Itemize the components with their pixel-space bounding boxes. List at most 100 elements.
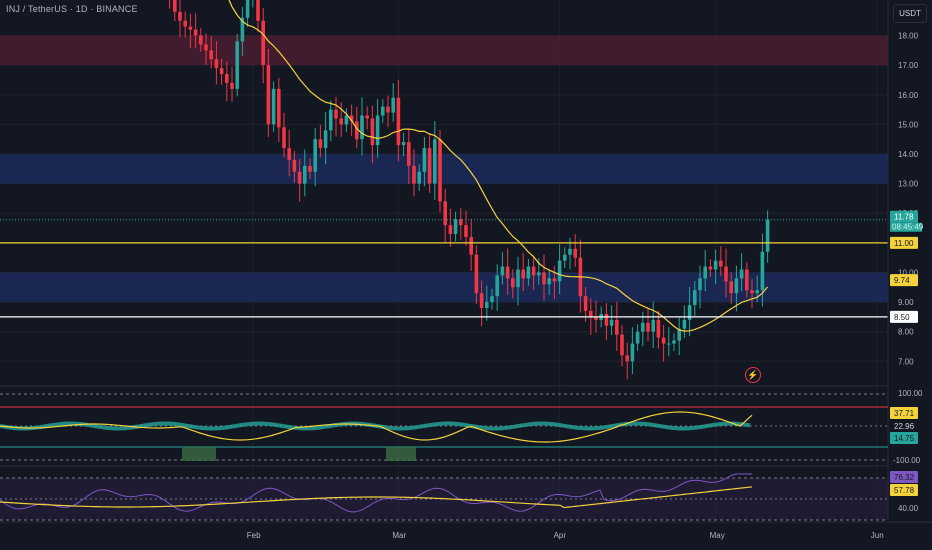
candle-body xyxy=(511,278,515,288)
candle-body xyxy=(594,316,598,320)
candle-body xyxy=(687,305,692,320)
last-price-tag-bg xyxy=(890,210,918,223)
y-tick-label: 9.00 xyxy=(898,298,914,307)
osc-line xyxy=(0,411,753,443)
candle-body xyxy=(329,109,333,131)
candle-body xyxy=(313,139,317,172)
candle-body xyxy=(729,281,733,294)
symbol-header[interactable]: INJ / TetherUS · 1D · BINANCE xyxy=(6,4,138,14)
y-tick-label: 8.00 xyxy=(898,328,914,337)
candle-body xyxy=(375,115,380,146)
countdown-tag: 08:45:49 xyxy=(892,223,924,232)
highlight-zones xyxy=(0,35,888,303)
osc-tag: 14.75 xyxy=(894,434,915,443)
candle-body xyxy=(412,165,416,184)
candle-body xyxy=(573,248,577,258)
y-tick-label: 15.00 xyxy=(898,120,919,129)
rsi-tick-label: 40.00 xyxy=(898,504,919,513)
candle-body xyxy=(537,272,541,276)
candle-body xyxy=(469,236,473,255)
candle-body xyxy=(557,260,562,282)
candle-body xyxy=(266,65,271,125)
candle-body xyxy=(765,219,770,252)
candle-body xyxy=(360,115,364,140)
candle-body xyxy=(641,322,645,332)
candle-body xyxy=(365,115,369,119)
y-tick-label: 16.00 xyxy=(898,91,919,100)
candle-body xyxy=(656,319,661,338)
price-zone xyxy=(0,154,888,184)
osc-tag-bg xyxy=(890,432,918,444)
candle-body xyxy=(739,269,744,279)
candle-body xyxy=(604,313,609,326)
time-axis[interactable]: Feb Mar Apr May Jun xyxy=(0,521,932,540)
x-tick-label: Apr xyxy=(554,531,567,540)
level-tag: 8.50 xyxy=(894,313,910,322)
candle-body xyxy=(526,266,531,279)
osc-tick-label: -100.00 xyxy=(893,456,921,465)
rsi-ma-tag-bg xyxy=(890,484,918,496)
candle-body xyxy=(453,219,458,234)
candle-body xyxy=(396,97,401,146)
candle-body xyxy=(370,118,375,146)
x-tick-label: Jun xyxy=(871,531,884,540)
candle-body xyxy=(245,0,250,18)
rsi-line xyxy=(0,473,752,513)
candle-body xyxy=(750,290,754,294)
level-tag-bg xyxy=(890,236,918,249)
candle-body xyxy=(552,278,557,282)
candle-body xyxy=(734,278,739,294)
candle-body xyxy=(282,127,286,149)
candle-body xyxy=(292,159,297,172)
candle-body xyxy=(178,11,182,21)
candle-body xyxy=(464,225,468,237)
candle-body xyxy=(755,290,759,294)
candle-body xyxy=(667,343,671,345)
candle-body xyxy=(188,26,193,30)
candle-body xyxy=(651,319,655,332)
rsi-tag-bg xyxy=(890,471,918,483)
candle-body xyxy=(214,59,219,69)
ma-line xyxy=(228,0,769,332)
candle-body xyxy=(682,319,687,329)
candle-body xyxy=(630,343,635,362)
candle-body xyxy=(542,272,546,285)
y-tick-label: 14.00 xyxy=(898,150,919,159)
candle-body xyxy=(271,88,276,125)
candle-body xyxy=(724,266,728,282)
candle-body xyxy=(609,319,614,326)
candle-body xyxy=(261,20,265,66)
last-price-tag: 11.78 xyxy=(894,213,914,222)
candle-body xyxy=(713,260,718,270)
horizontal-levels xyxy=(0,219,888,318)
y-tick-label: 10.00 xyxy=(898,268,919,277)
currency-button[interactable]: USDT xyxy=(893,4,927,23)
candle-body xyxy=(287,148,291,160)
rsi-signal-line xyxy=(0,486,753,509)
osc-tick-label: 100.00 xyxy=(898,389,923,398)
candle-body xyxy=(209,50,213,60)
candle-body xyxy=(479,293,484,308)
candle-body xyxy=(230,82,234,89)
rsi-pane: 40.00 xyxy=(0,465,919,521)
candle-body xyxy=(401,142,406,146)
x-tick-label: Feb xyxy=(247,531,261,540)
candle-body xyxy=(225,74,229,83)
lightning-icon[interactable]: ⚡ xyxy=(745,367,761,383)
candle-body xyxy=(422,148,427,172)
y-tick-label: 18.00 xyxy=(898,32,919,41)
candle-body xyxy=(505,266,510,279)
rsi-tag: 76.32 xyxy=(894,473,915,482)
candle-body xyxy=(672,340,676,344)
candle-body xyxy=(698,278,702,291)
candle-body xyxy=(693,290,697,306)
candle-body xyxy=(531,266,536,276)
countdown-bg xyxy=(890,222,922,232)
moving-average-line xyxy=(228,0,769,332)
candle-body xyxy=(661,337,666,344)
y-tick-label: 7.00 xyxy=(898,357,914,366)
candle-body xyxy=(433,139,437,184)
level-tag: 11.00 xyxy=(894,239,914,248)
